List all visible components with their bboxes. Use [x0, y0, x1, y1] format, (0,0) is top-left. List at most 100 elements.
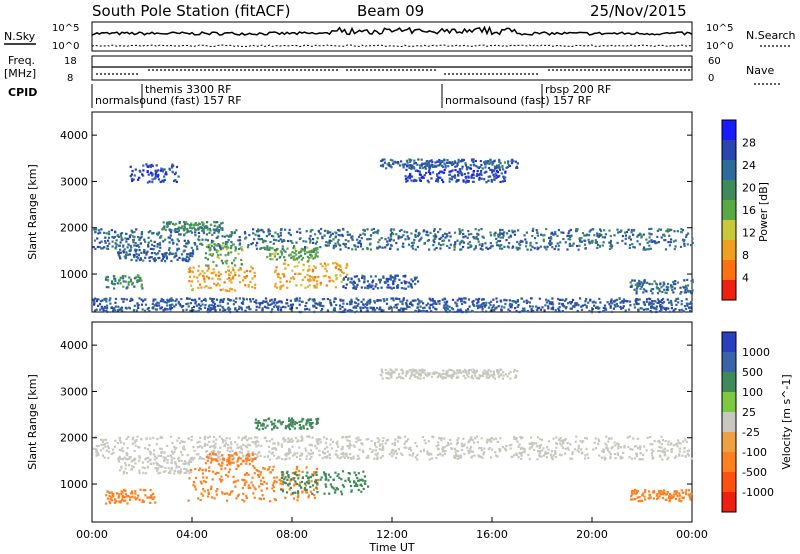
data-cell [440, 159, 443, 163]
data-cell [528, 457, 531, 461]
data-cell [490, 440, 493, 443]
data-cell [505, 166, 508, 169]
data-cell [426, 302, 430, 305]
data-cell [395, 233, 398, 236]
data-cell [271, 487, 274, 490]
data-cell [222, 299, 225, 302]
data-cell [496, 455, 499, 458]
data-cell [120, 236, 123, 239]
data-cell [344, 243, 347, 246]
data-cell [293, 427, 297, 430]
data-cell [475, 298, 478, 301]
data-cell [223, 444, 226, 447]
data-cell [189, 224, 193, 227]
data-cell [418, 299, 421, 302]
data-cell [203, 272, 206, 275]
data-cell [443, 158, 446, 161]
data-cell [148, 259, 151, 263]
data-cell [226, 449, 229, 452]
data-cell [467, 175, 470, 178]
data-cell [397, 437, 400, 440]
data-cell [310, 455, 313, 458]
data-cell [445, 309, 448, 312]
data-cell [247, 244, 250, 247]
data-cell [376, 437, 379, 440]
data-cell [335, 273, 338, 277]
data-cell [439, 228, 442, 231]
data-cell [449, 243, 452, 246]
data-cell [163, 178, 166, 181]
data-cell [458, 172, 461, 175]
data-cell [276, 252, 279, 256]
data-cell [489, 242, 492, 245]
data-cell [680, 303, 683, 306]
data-cell [431, 163, 434, 166]
data-cell [357, 479, 360, 482]
data-cell [663, 239, 666, 242]
data-cell [147, 245, 150, 248]
data-cell [108, 491, 111, 494]
data-cell [290, 424, 293, 427]
data-cell [187, 239, 190, 242]
data-cell [684, 291, 687, 294]
data-cell [336, 241, 339, 244]
data-cell [258, 306, 261, 309]
data-cell [176, 243, 179, 246]
data-cell [529, 446, 532, 449]
data-cell [114, 439, 117, 442]
data-cell [418, 173, 421, 176]
data-cell [195, 453, 198, 456]
data-cell [194, 467, 197, 471]
data-cell [204, 435, 207, 438]
data-cell [478, 454, 481, 458]
data-cell [332, 238, 335, 241]
data-cell [372, 287, 375, 290]
data-cell [560, 231, 563, 234]
data-cell [155, 164, 158, 167]
data-cell [166, 461, 169, 464]
data-cell [451, 160, 454, 164]
data-cell [434, 233, 437, 236]
data-cell [536, 234, 539, 237]
data-cell [541, 449, 544, 452]
data-cell [369, 298, 372, 301]
data-cell [545, 301, 548, 304]
data-cell [95, 445, 98, 448]
data-cell [201, 446, 204, 449]
data-cell [376, 299, 379, 302]
data-cell [291, 492, 294, 495]
data-cell [685, 235, 688, 239]
data-cell [369, 300, 372, 304]
data-cell [312, 250, 315, 253]
data-cell [184, 471, 187, 474]
data-cell [441, 164, 444, 167]
data-cell [257, 440, 260, 444]
data-cell [104, 310, 107, 313]
data-cell [167, 454, 170, 458]
data-cell [163, 460, 166, 463]
data-cell [339, 234, 342, 237]
data-cell [496, 300, 499, 303]
data-cell [214, 442, 217, 445]
data-cell [527, 453, 530, 456]
data-cell [585, 297, 588, 301]
data-cell [283, 477, 286, 480]
data-cell [487, 247, 490, 250]
data-cell [456, 438, 459, 442]
data-cell [307, 251, 311, 254]
data-cell [459, 308, 462, 311]
data-cell [293, 252, 296, 255]
data-cell [175, 298, 178, 301]
data-cell [111, 499, 114, 502]
data-cell [481, 298, 484, 301]
data-cell [665, 229, 668, 233]
data-cell [92, 246, 95, 249]
data-cell [454, 301, 457, 304]
data-cell [648, 244, 651, 247]
data-cell [255, 468, 258, 472]
data-cell [322, 451, 325, 455]
data-cell [228, 273, 231, 276]
data-cell [518, 247, 521, 250]
data-cell [468, 451, 471, 455]
data-cell [300, 435, 303, 438]
